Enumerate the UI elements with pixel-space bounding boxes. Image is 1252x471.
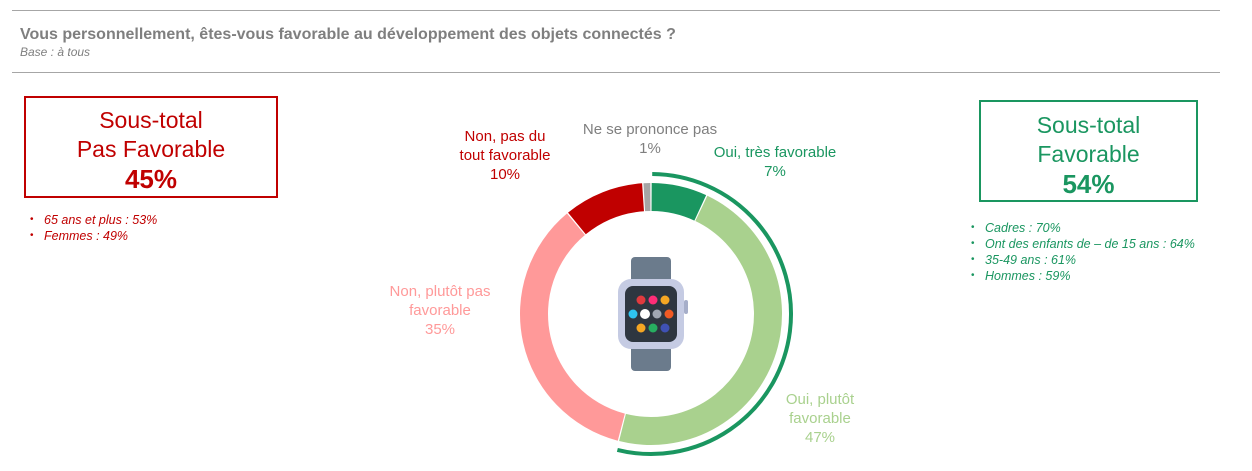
slice-plutot-favorable	[619, 195, 782, 445]
subtotal-favorable-line2: Favorable	[1037, 141, 1140, 167]
favorable-details: Cadres : 70% Ont des enfants de – de 15 …	[967, 220, 1195, 284]
label-plutot-favorable-line2: favorable	[789, 410, 851, 427]
label-plutot-pas-line2: favorable	[409, 302, 471, 319]
unfavorable-detail-item: 65 ans et plus : 53%	[26, 212, 157, 228]
header-rule	[12, 72, 1220, 73]
subtotal-favorable-box: Sous-total Favorable 54%	[979, 100, 1198, 202]
label-plutot-favorable: Oui, plutôt favorable 47%	[770, 390, 870, 447]
favorable-detail-item: Hommes : 59%	[967, 268, 1195, 284]
label-pas-du-tout-line2: tout favorable	[459, 147, 551, 164]
subtotal-unfavorable-line2: Pas Favorable	[76, 136, 226, 162]
slice-plutot-pas	[520, 213, 625, 441]
subtotal-unfavorable-box: Sous-total Pas Favorable 45%	[24, 96, 278, 198]
label-tres-favorable-value: 7%	[764, 163, 786, 180]
smartwatch-icon	[618, 257, 688, 371]
subtotal-unfavorable-line1: Sous-total	[99, 107, 203, 133]
donut-slices	[520, 172, 793, 456]
favorable-detail-item: Ont des enfants de – de 15 ans : 64%	[967, 236, 1195, 252]
label-pas-du-tout: Non, pas du tout favorable 10%	[445, 127, 565, 184]
slice-tres-favorable	[651, 183, 707, 221]
slice-ne-se-prononce-pas	[643, 183, 651, 212]
label-plutot-favorable-line1: Oui, plutôt	[785, 391, 855, 408]
unfavorable-details: 65 ans et plus : 53% Femmes : 49%	[26, 212, 157, 244]
favorable-bracket-arc	[616, 172, 793, 456]
label-plutot-pas-value: 35%	[424, 321, 456, 338]
slice-pas-du-tout	[568, 183, 644, 235]
label-plutot-pas: Non, plutôt pas favorable 35%	[370, 282, 510, 339]
subtotal-unfavorable-value: 45%	[124, 164, 178, 194]
question-base: Base : à tous	[20, 45, 91, 59]
unfavorable-detail-item: Femmes : 49%	[26, 228, 157, 244]
label-pas-du-tout-line1: Non, pas du	[464, 128, 546, 145]
top-rule	[12, 10, 1220, 11]
label-plutot-pas-line1: Non, plutôt pas	[389, 283, 491, 300]
label-tres-favorable: Oui, très favorable 7%	[690, 143, 860, 181]
favorable-detail-item: Cadres : 70%	[967, 220, 1195, 236]
favorable-detail-item: 35-49 ans : 61%	[967, 252, 1195, 268]
label-nsp-text: Ne se prononce pas	[582, 121, 718, 138]
label-nsp-value: 1%	[639, 140, 661, 157]
label-plutot-favorable-value: 47%	[804, 429, 836, 446]
label-ne-se-prononce-pas: Ne se prononce pas 1%	[565, 120, 735, 158]
subtotal-favorable-line1: Sous-total	[1036, 112, 1141, 138]
question-title: Vous personnellement, êtes-vous favorabl…	[20, 26, 676, 43]
subtotal-favorable-value: 54%	[1062, 169, 1115, 199]
label-tres-favorable-text: Oui, très favorable	[713, 144, 837, 161]
label-pas-du-tout-value: 10%	[489, 166, 521, 183]
